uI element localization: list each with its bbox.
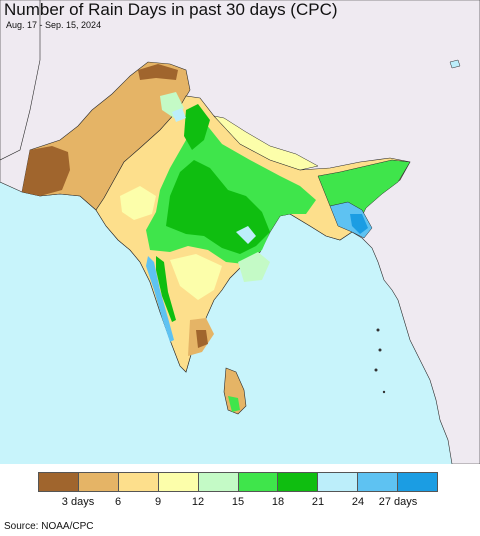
region-srilanka-green: [228, 396, 240, 412]
region-westcoast-green: [156, 256, 176, 322]
legend-label: 24: [351, 496, 365, 508]
legend-label: 15: [231, 496, 245, 508]
region-nepal: [213, 115, 319, 171]
legend-swatch: [118, 473, 159, 491]
legend-label: 21: [311, 496, 325, 508]
region-light-12: [120, 186, 156, 220]
date-range: Aug. 17 - Sep. 15, 2024: [6, 20, 102, 30]
legend-label: 3 days: [61, 496, 95, 508]
island-nicobar: [382, 390, 386, 394]
rain-days-map: [0, 0, 480, 464]
source-credit: Source: NOAA/CPC: [4, 521, 94, 532]
region-south-dry2: [196, 330, 208, 348]
region-bangladesh-deep: [350, 214, 368, 234]
legend-label: 12: [191, 496, 205, 508]
legend-swatch: [39, 473, 79, 491]
legend-swatch: [398, 473, 438, 491]
legend-label: 18: [271, 496, 285, 508]
legend-swatch: [78, 473, 119, 491]
legend-swatch: [318, 473, 359, 491]
region-westcoast: [146, 256, 174, 342]
island-andaman-1: [376, 328, 380, 332]
land-west: [0, 0, 41, 161]
region-light-12b: [170, 254, 222, 300]
region-kashmir-dry: [138, 64, 178, 80]
island-andaman-2: [378, 348, 382, 352]
legend-label: 6: [114, 496, 122, 508]
region-blue-24: [236, 226, 256, 244]
map-title: Number of Rain Days in past 30 days (CPC…: [4, 0, 338, 19]
region-light-15b: [238, 252, 270, 282]
legend-swatch: [238, 473, 279, 491]
legend-label: 27 days: [378, 496, 418, 508]
legend-swatch: [158, 473, 199, 491]
legend-swatch: [358, 473, 399, 491]
island-andaman-3: [374, 368, 378, 372]
legend-label: 9: [154, 496, 162, 508]
region-green-21b: [184, 104, 210, 150]
legend-swatch: [198, 473, 239, 491]
region-blue-24b: [172, 108, 186, 122]
region-srilanka: [223, 367, 247, 415]
legend-color-bar: [38, 472, 438, 492]
legend-swatch: [278, 473, 319, 491]
legend-labels: 3 days 6 9 12 15 18 21 24 27 days: [38, 496, 438, 510]
lake-tibet: [449, 59, 461, 69]
region-pakistan-dry: [22, 146, 70, 196]
